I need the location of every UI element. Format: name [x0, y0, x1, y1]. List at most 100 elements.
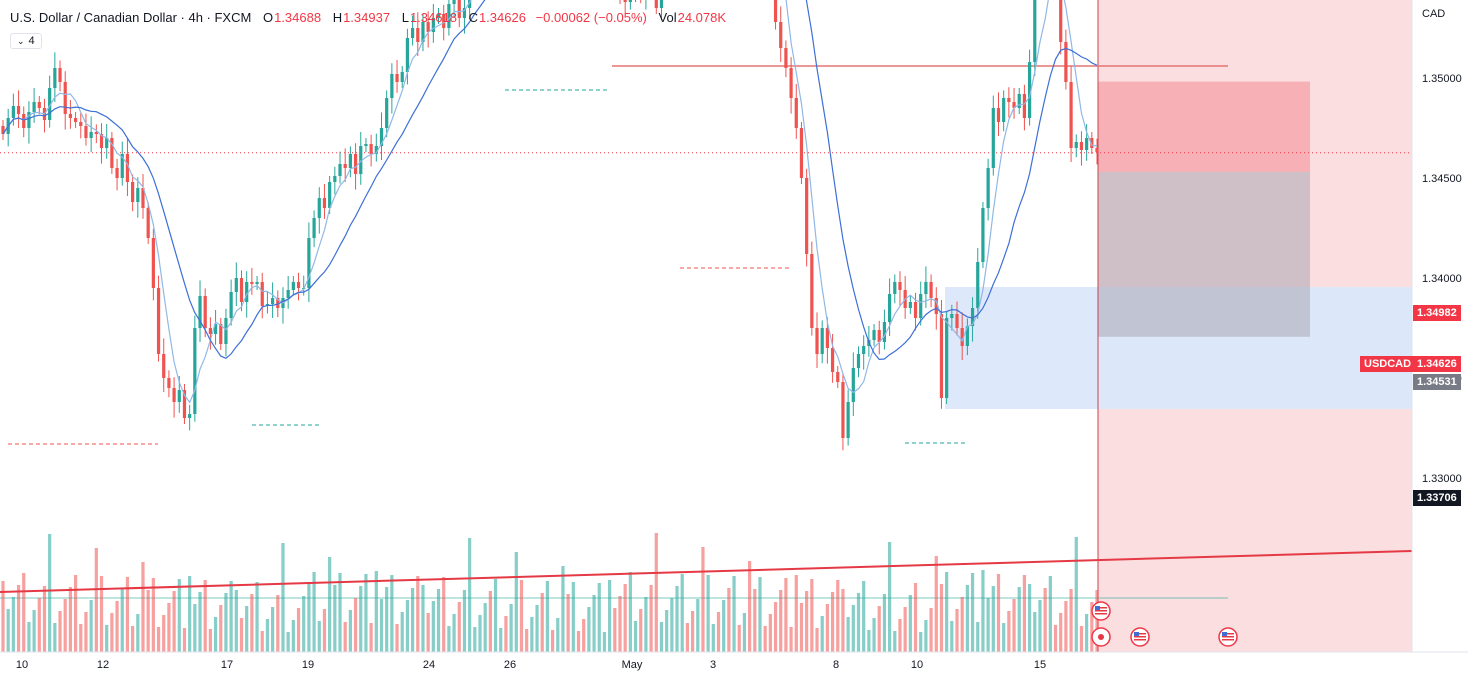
- volume-bar: [623, 584, 627, 652]
- volume-bar: [955, 609, 959, 652]
- candle-body: [27, 112, 31, 128]
- volume-bar: [1038, 600, 1042, 652]
- volume-bar: [188, 576, 192, 652]
- volume-bar: [131, 626, 135, 652]
- volume-bar: [1002, 623, 1006, 652]
- price-tick-label: 1.34000: [1422, 273, 1462, 285]
- volume-bar: [328, 557, 332, 652]
- candle-body: [468, 0, 472, 8]
- candle-body: [58, 68, 62, 82]
- volume-bar: [841, 589, 845, 652]
- candle-body: [203, 296, 207, 328]
- trendline: [0, 550, 1413, 593]
- volume-bar: [1079, 626, 1084, 652]
- volume-bar: [913, 583, 918, 652]
- us-flag-icon[interactable]: [1218, 627, 1238, 647]
- candle-body: [359, 146, 363, 174]
- candle-body: [877, 330, 881, 342]
- candle-body: [317, 198, 321, 218]
- volume-bar: [291, 620, 295, 652]
- volume-bar: [784, 578, 788, 652]
- candle-body: [805, 178, 809, 254]
- volume-bar: [58, 611, 62, 652]
- candle-body: [37, 102, 41, 108]
- volume-bar: [753, 589, 757, 652]
- canada-flag-icon[interactable]: [1091, 627, 1111, 647]
- candle-body: [991, 108, 995, 168]
- volume-bar: [799, 603, 804, 652]
- candle-body: [929, 282, 933, 298]
- candle-body: [271, 298, 275, 304]
- volume-bar: [696, 599, 700, 652]
- candle-body: [374, 146, 378, 154]
- candle-body: [431, 18, 435, 32]
- symbol-title[interactable]: U.S. Dollar / Canadian Dollar · 4h · FXC…: [10, 10, 252, 25]
- volume-bar: [550, 630, 555, 652]
- volume-bar: [276, 595, 280, 652]
- volume-label: Vol: [658, 10, 677, 25]
- low-label: L: [401, 10, 409, 25]
- volume-bar: [307, 584, 311, 652]
- volume-bar: [732, 576, 736, 652]
- volume-bar: [965, 585, 969, 652]
- candle-body: [312, 218, 316, 238]
- candle-body: [654, 0, 658, 8]
- indicators-toggle[interactable]: ⌄ 4: [10, 33, 42, 49]
- volume-bar: [540, 593, 544, 652]
- volume-bar: [649, 585, 653, 652]
- candle-body: [234, 278, 238, 292]
- candle-body: [628, 0, 632, 2]
- volume-bar: [333, 585, 337, 652]
- candle-body: [779, 22, 783, 48]
- us-flag-icon[interactable]: [1130, 627, 1150, 647]
- volume-bar: [125, 577, 130, 652]
- candle-body: [825, 328, 829, 348]
- volume-bar: [597, 583, 601, 652]
- candle-body: [245, 282, 249, 302]
- volume-bar: [79, 624, 83, 652]
- candle-body: [167, 378, 171, 388]
- volume-bar: [706, 575, 710, 652]
- volume-bar: [27, 622, 31, 652]
- volume-bar: [281, 543, 285, 652]
- volume-bar: [571, 582, 575, 652]
- candle-body: [986, 168, 990, 208]
- candle-body: [172, 388, 176, 402]
- volume-bar: [473, 627, 477, 652]
- time-tick-label: 15: [1034, 659, 1046, 671]
- candle-body: [421, 22, 425, 42]
- candle-body: [1059, 0, 1063, 42]
- volume-bar: [556, 618, 560, 652]
- change-value: −0.00062 (−0.05%): [535, 10, 647, 25]
- volume-bar: [514, 552, 518, 652]
- volume-bar: [385, 587, 389, 652]
- candle-body: [379, 128, 384, 146]
- volume-bar: [810, 579, 814, 652]
- candle-body: [882, 322, 887, 342]
- candle-body: [908, 302, 912, 308]
- volume-bar: [136, 614, 140, 652]
- slow-ma-line: [2, 0, 1098, 361]
- volume-bar: [587, 607, 591, 652]
- candle-body: [73, 118, 78, 122]
- time-tick-label: 19: [302, 659, 314, 671]
- volume-bar: [317, 621, 321, 652]
- candle-body: [296, 282, 301, 288]
- candle-body: [410, 28, 415, 38]
- candle-body: [219, 324, 223, 344]
- volume-bar: [405, 600, 410, 652]
- volume-bar: [981, 570, 985, 652]
- volume-bar: [633, 621, 638, 652]
- volume-bar: [1095, 590, 1099, 652]
- candle-body: [105, 138, 109, 148]
- volume-bar: [825, 604, 829, 652]
- volume-bar: [431, 601, 435, 652]
- indicator-count: 4: [28, 35, 35, 47]
- volume-bar: [1085, 614, 1089, 652]
- volume-bar: [576, 631, 581, 652]
- candle-body: [919, 294, 923, 318]
- volume-bar: [1007, 611, 1011, 652]
- us-flag-icon[interactable]: [1091, 601, 1111, 621]
- candle-body: [623, 0, 627, 2]
